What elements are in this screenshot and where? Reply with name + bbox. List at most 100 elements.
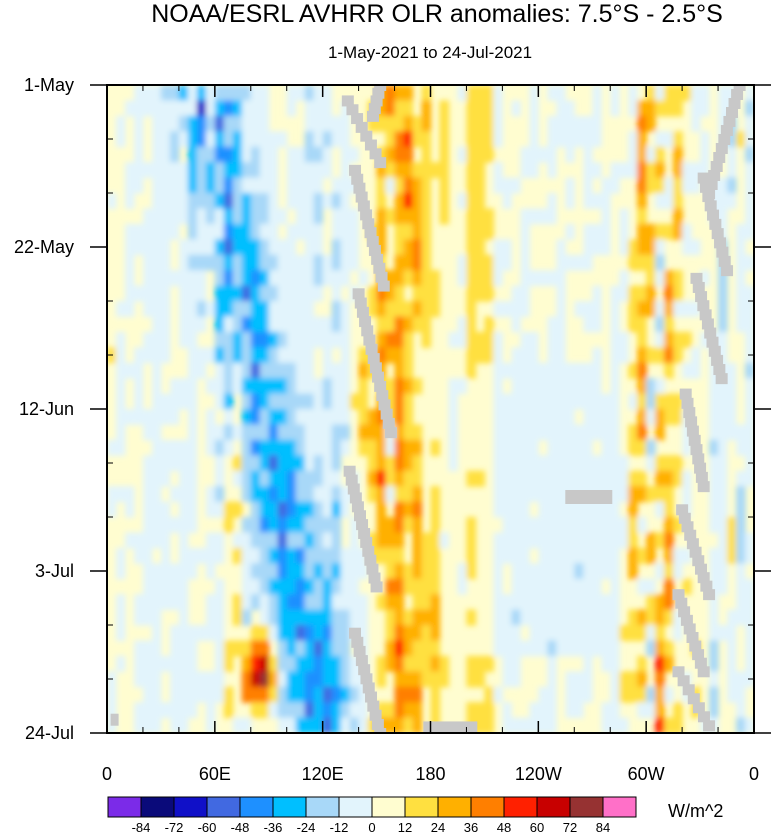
missing-data-cell: [714, 237, 727, 249]
anomaly-cell: [610, 362, 620, 379]
anomaly-cell: [403, 301, 414, 318]
anomaly-cell: [556, 578, 566, 595]
anomaly-cell: [304, 270, 315, 287]
anomaly-cell: [547, 131, 557, 148]
anomaly-cell: [682, 486, 692, 503]
anomaly-cell: [394, 193, 405, 210]
anomaly-cell: [556, 254, 566, 271]
anomaly-cell: [403, 362, 414, 379]
anomaly-cell: [241, 331, 252, 348]
anomaly-cell: [691, 301, 701, 318]
anomaly-cell: [610, 439, 620, 456]
anomaly-cell: [682, 362, 692, 379]
anomaly-cell: [259, 85, 270, 102]
anomaly-cell: [583, 424, 593, 441]
anomaly-cell: [592, 640, 602, 657]
anomaly-cell: [583, 563, 593, 580]
missing-data-cell: [672, 589, 685, 601]
anomaly-cell: [709, 409, 719, 426]
anomaly-cell: [529, 270, 539, 287]
anomaly-cell: [547, 378, 557, 395]
anomaly-cell: [196, 162, 207, 179]
anomaly-cell: [736, 578, 746, 595]
anomaly-cell: [394, 702, 405, 719]
anomaly-cell: [196, 193, 207, 210]
anomaly-cell: [295, 439, 306, 456]
anomaly-cell: [547, 625, 557, 642]
anomaly-cell: [538, 547, 548, 564]
anomaly-cell: [421, 331, 432, 348]
anomaly-cell: [214, 162, 225, 179]
anomaly-cell: [673, 285, 683, 302]
anomaly-cell: [574, 501, 584, 518]
anomaly-cell: [241, 393, 252, 410]
missing-data-cell: [349, 492, 362, 504]
anomaly-cell: [709, 563, 719, 580]
colorbar-label: 0: [368, 820, 375, 834]
anomaly-cell: [313, 655, 324, 672]
anomaly-cell: [385, 115, 396, 132]
anomaly-cell: [502, 594, 512, 611]
anomaly-cell: [331, 223, 342, 240]
anomaly-cell: [403, 609, 414, 626]
anomaly-cell: [394, 501, 405, 518]
anomaly-cell: [187, 501, 198, 518]
anomaly-cell: [259, 671, 270, 688]
anomaly-cell: [115, 547, 126, 564]
anomaly-cell: [295, 331, 306, 348]
anomaly-cell: [412, 640, 423, 657]
anomaly-cell: [403, 424, 414, 441]
anomaly-cell: [664, 347, 674, 364]
anomaly-cell: [394, 378, 405, 395]
anomaly-cell: [556, 85, 566, 102]
anomaly-cell: [529, 362, 539, 379]
anomaly-cell: [286, 409, 297, 426]
anomaly-cell: [529, 162, 539, 179]
anomaly-cell: [403, 717, 414, 733]
y-tick-label: 12-Jun: [19, 399, 74, 419]
anomaly-cell: [718, 85, 728, 102]
anomaly-cell: [520, 347, 530, 364]
anomaly-cell: [169, 378, 180, 395]
anomaly-cell: [304, 625, 315, 642]
anomaly-cell: [259, 239, 270, 256]
anomaly-cell: [196, 270, 207, 287]
anomaly-cell: [709, 609, 719, 626]
anomaly-cell: [646, 100, 656, 117]
anomaly-cell: [313, 270, 324, 287]
anomaly-cell: [214, 146, 225, 163]
anomaly-cell: [394, 100, 405, 117]
anomaly-cell: [655, 409, 665, 426]
anomaly-cell: [655, 594, 665, 611]
anomaly-cell: [295, 640, 306, 657]
anomaly-cell: [340, 563, 351, 580]
anomaly-cell: [628, 85, 638, 102]
anomaly-cell: [232, 347, 243, 364]
anomaly-cell: [142, 702, 153, 719]
anomaly-cell: [331, 547, 342, 564]
anomaly-cell: [367, 455, 378, 472]
anomaly-cell: [511, 594, 521, 611]
anomaly-cell: [628, 393, 638, 410]
colorbar: -84 -72 -60 -48 -36 -24 -12 0 12 24 36 48 60 72 84: [107, 796, 637, 834]
missing-data-cell: [354, 297, 367, 309]
anomaly-cell: [394, 563, 405, 580]
anomaly-cell: [610, 301, 620, 318]
missing-data-cell: [368, 572, 381, 584]
anomaly-cell: [385, 532, 396, 549]
anomaly-cell: [502, 532, 512, 549]
anomaly-cell: [214, 285, 225, 302]
anomaly-cell: [160, 409, 171, 426]
anomaly-cell: [232, 193, 243, 210]
missing-data-cell: [371, 253, 384, 265]
anomaly-cell: [655, 563, 665, 580]
anomaly-cell: [502, 517, 512, 534]
anomaly-cell: [403, 686, 414, 703]
anomaly-cell: [304, 671, 315, 688]
anomaly-cell: [439, 100, 450, 117]
anomaly-cell: [385, 146, 396, 163]
anomaly-cell: [394, 609, 405, 626]
anomaly-cell: [313, 162, 324, 179]
anomaly-cell: [439, 655, 450, 672]
anomaly-cell: [133, 702, 144, 719]
